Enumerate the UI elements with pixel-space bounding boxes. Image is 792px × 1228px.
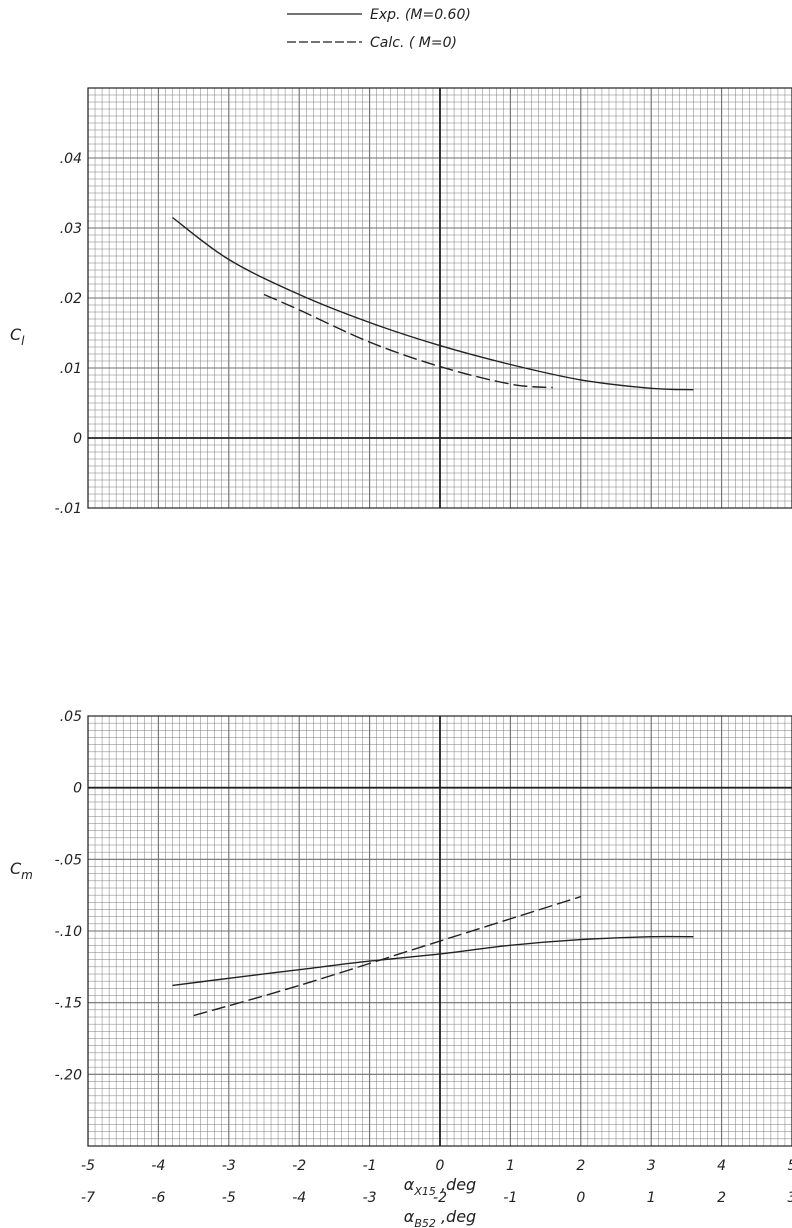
x2-tick-label: -3 [363, 1190, 377, 1206]
x-tick-label: 4 [717, 1158, 726, 1174]
x-tick-label: 3 [647, 1158, 656, 1174]
legend-label-dashed: Calc. ( M=0) [370, 35, 457, 51]
y-tick-label: .03 [60, 221, 82, 237]
y-tick-label: -.10 [55, 924, 82, 940]
legend-label-solid: Exp. (M=0.60) [370, 7, 471, 23]
x-axis-label-b52-main: α [404, 1207, 415, 1226]
x2-tick-label: 2 [717, 1190, 726, 1206]
x2-tick-label: -1 [503, 1190, 517, 1206]
x2-tick-label: -7 [81, 1190, 95, 1206]
x-axis-label-x15-main: α [404, 1175, 415, 1194]
x-tick-label: 1 [506, 1158, 515, 1174]
series-group [172, 895, 694, 1017]
x-tick-label: 5 [788, 1158, 792, 1174]
x-tick-label: -2 [292, 1158, 306, 1174]
x-axis-label-x15: αX15 ,deg [404, 1175, 476, 1198]
x2-tick-label: -4 [292, 1190, 306, 1206]
x-tick-labels-b52: -7 -6 -5 -4 -3 -2 -1 0 1 2 3 [81, 1190, 792, 1206]
x2-tick-label: 3 [788, 1190, 792, 1206]
plot-frame [87, 87, 792, 509]
x2-tick-label: 1 [647, 1190, 656, 1206]
series-line-exp [172, 935, 694, 987]
legend: Exp. (M=0.60) Calc. ( M=0) [287, 7, 471, 51]
plot-frame [87, 715, 792, 1147]
y-axis-label-main: C [10, 859, 22, 878]
y-tick-label: -.20 [55, 1067, 82, 1083]
x-axis-label-b52: αB52 ,deg [404, 1207, 476, 1228]
x-tick-label: 0 [436, 1158, 445, 1174]
x-tick-label: 2 [576, 1158, 585, 1174]
y-tick-labels: .05 0 -.05 -.10 -.15 -.20 [55, 709, 82, 1083]
y-axis-label-sub: m [21, 868, 33, 882]
y-tick-label: 0 [73, 431, 82, 447]
series-line-calc [193, 895, 582, 1017]
x-tick-label: -5 [81, 1158, 95, 1174]
x2-tick-label: -6 [151, 1190, 165, 1206]
y-tick-label: .05 [60, 709, 82, 725]
y-tick-label: -.01 [55, 501, 82, 517]
x-tick-label: -4 [151, 1158, 165, 1174]
y-axis-label-main: C [10, 325, 22, 344]
x-tick-labels-x15: -5 -4 -3 -2 -1 0 1 2 3 4 5 [81, 1158, 792, 1174]
series-group [172, 216, 694, 391]
y-tick-label: -.15 [55, 996, 82, 1012]
y-tick-labels: .04 .03 .02 .01 0 -.01 [55, 151, 82, 517]
y-axis-label: Cm [10, 859, 33, 882]
x-axis-label-x15-sub: X15 [413, 1185, 436, 1198]
x2-tick-label: -2 [433, 1190, 447, 1206]
x2-tick-label: -5 [222, 1190, 236, 1206]
y-tick-label: .01 [60, 361, 82, 377]
y-axis-label: Cl [10, 325, 25, 348]
x2-tick-label: 0 [576, 1190, 585, 1206]
x-axis-label-b52-sub: B52 [414, 1217, 436, 1228]
x-tick-label: -1 [363, 1158, 377, 1174]
series-line-calc [263, 293, 553, 389]
y-axis-label-sub: l [21, 334, 25, 348]
cm-panel: .05 0 -.05 -.10 -.15 -.20 Cm -5 -4 -3 -2 -1 0 1 2 3 4 5 -7… [10, 709, 792, 1228]
y-tick-label: .02 [60, 291, 82, 307]
y-tick-label: 0 [73, 781, 82, 797]
y-tick-label: .04 [60, 151, 82, 167]
series-line-exp [172, 216, 694, 391]
x-tick-label: -3 [222, 1158, 236, 1174]
y-tick-label: -.05 [55, 852, 82, 868]
x-axis-label-x15-unit: ,deg [436, 1175, 476, 1194]
cl-panel: .04 .03 .02 .01 0 -.01 Cl [10, 87, 792, 517]
x-axis-label-b52-unit: ,deg [436, 1207, 476, 1226]
